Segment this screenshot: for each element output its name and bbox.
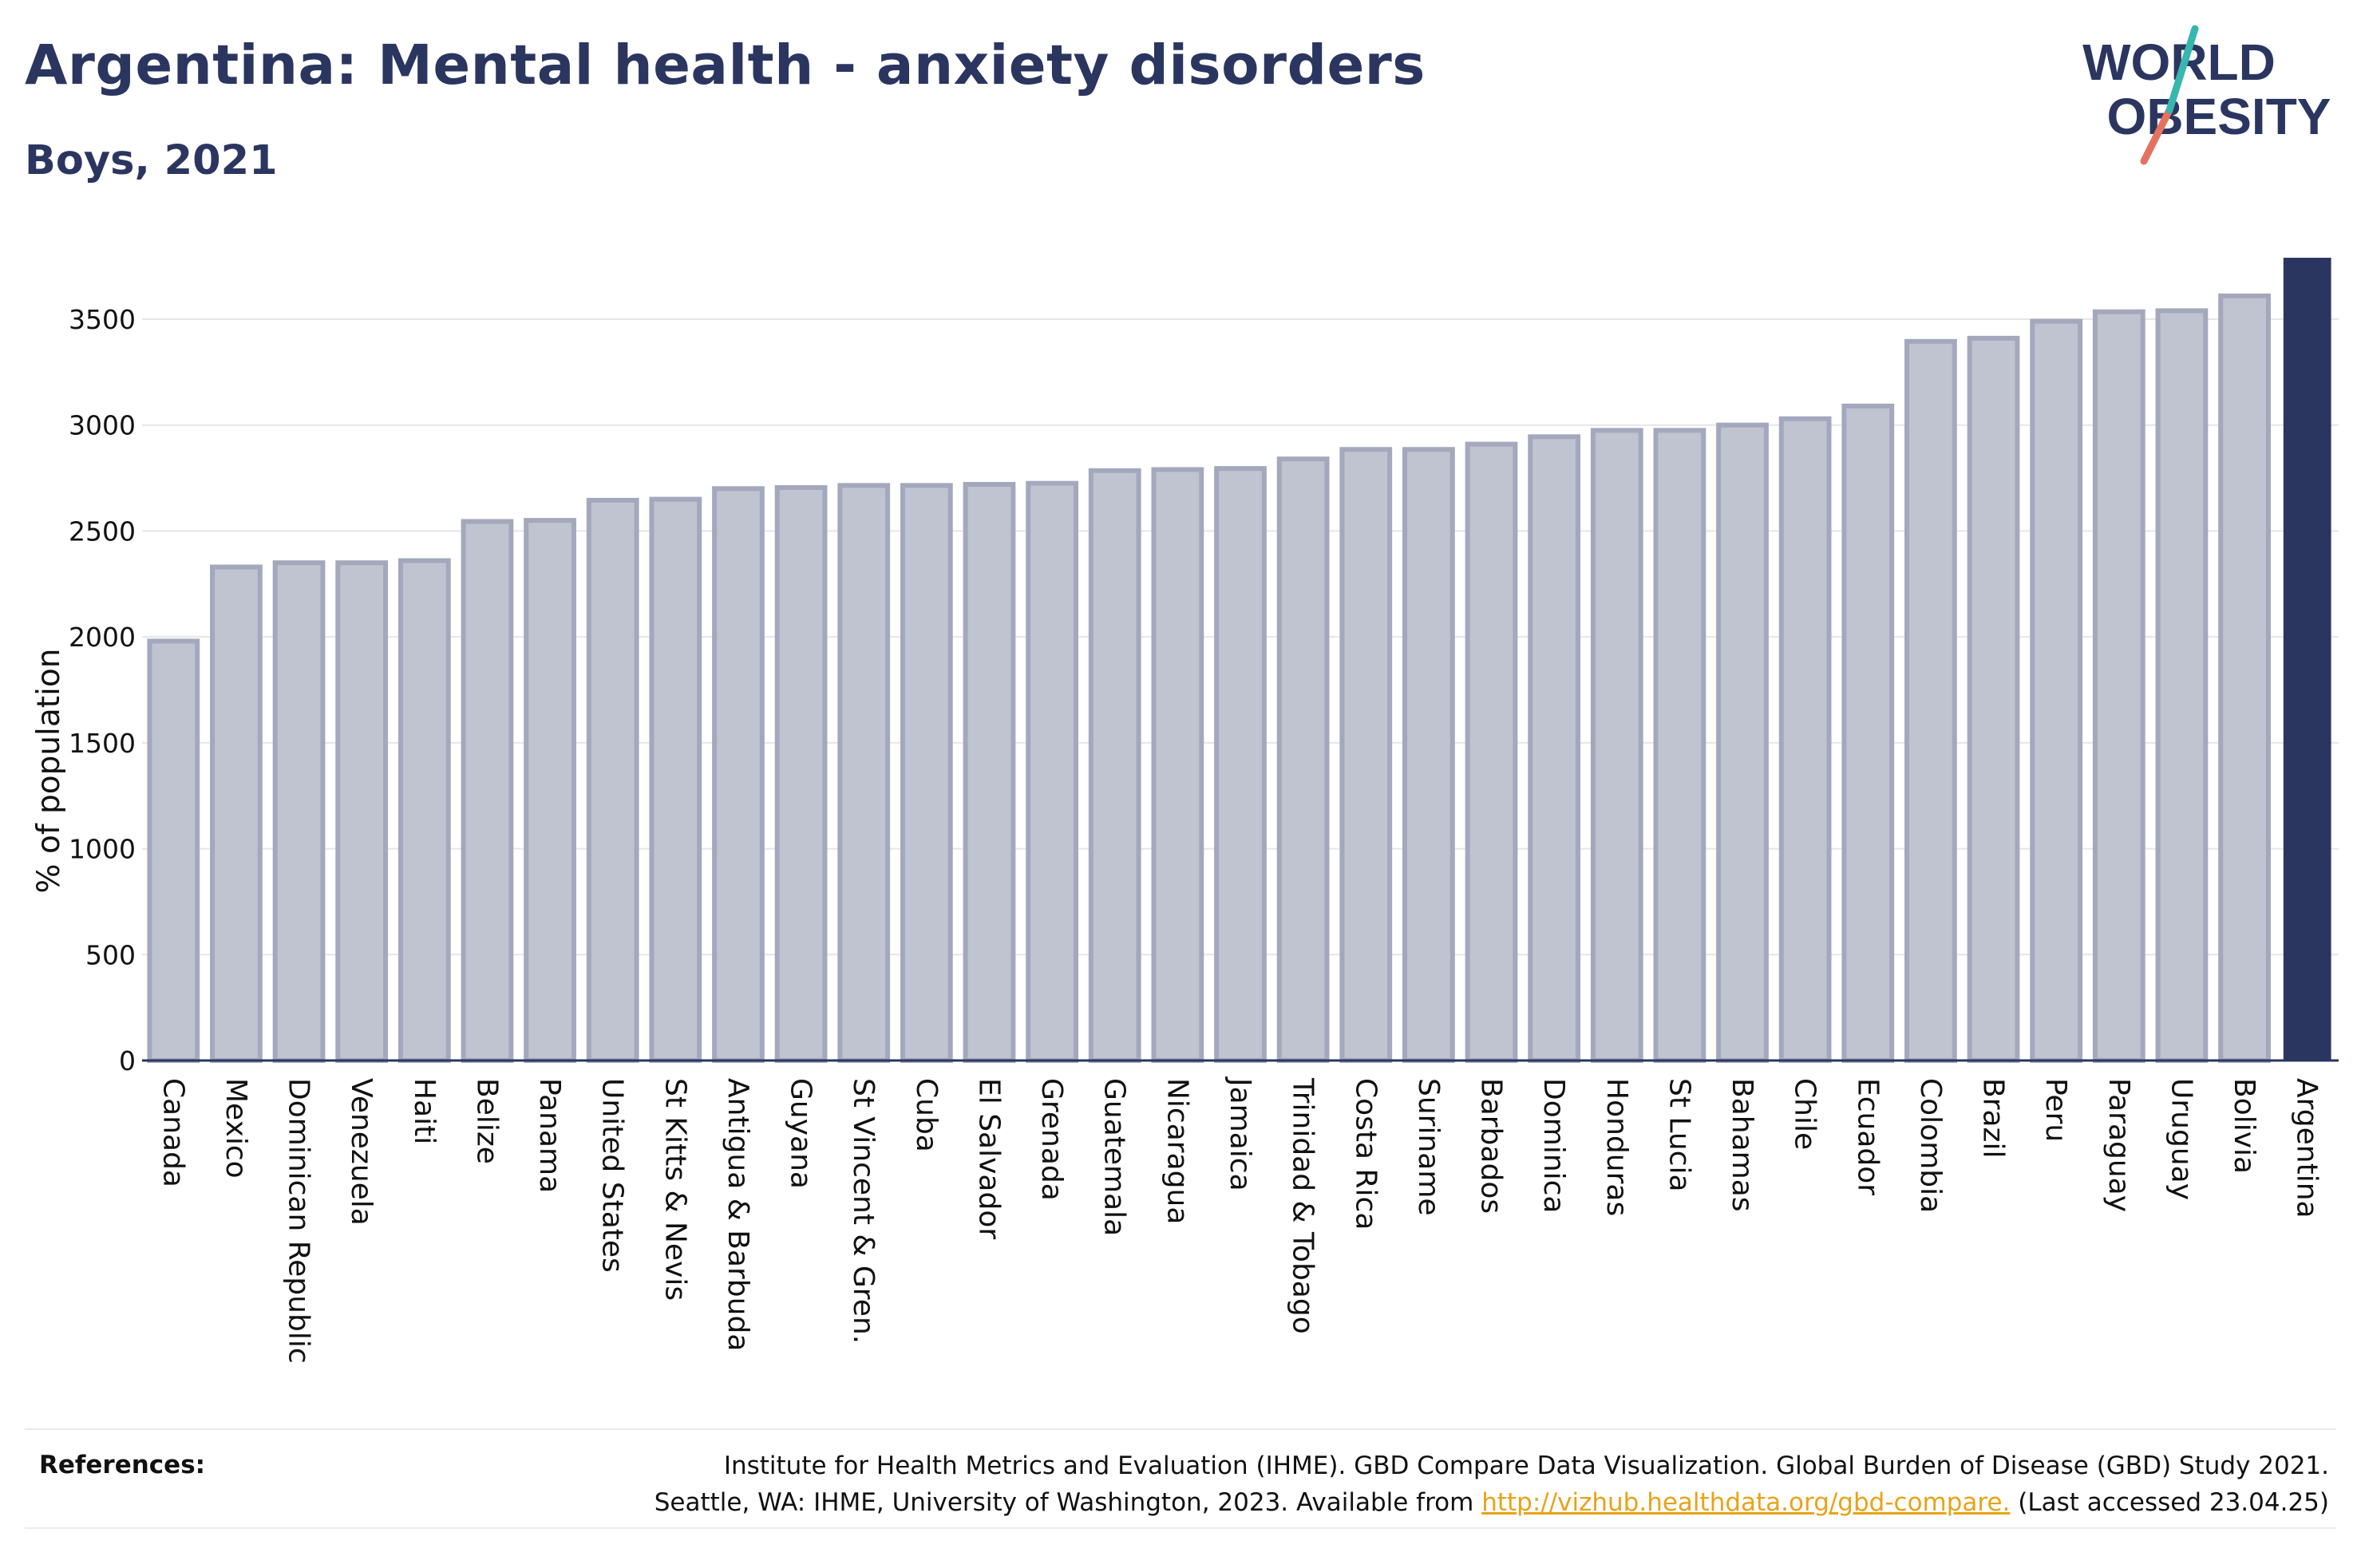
bar: [1716, 422, 1769, 1063]
references-link[interactable]: http://vizhub.healthdata.org/gbd-compare…: [1481, 1488, 2011, 1517]
bar: [1653, 428, 1706, 1063]
x-tick-label: Honduras: [1600, 1078, 1633, 1216]
y-tick-label: 2500: [69, 515, 136, 547]
x-tick-label: Mexico: [219, 1078, 252, 1179]
bar: [1528, 434, 1581, 1063]
x-tick-label: Colombia: [1914, 1078, 1947, 1213]
bar: [1465, 441, 1518, 1063]
logo-slash-coral: [2140, 106, 2173, 165]
bar: [900, 483, 953, 1063]
y-tick-label: 3000: [69, 410, 136, 441]
references-divider-bottom: [25, 1527, 2336, 1529]
y-tick-label: 2000: [69, 622, 136, 653]
bar: [774, 484, 828, 1063]
bar: [963, 482, 1016, 1063]
bar: [1276, 456, 1330, 1063]
bar: [2155, 308, 2209, 1063]
x-tick-label: Peru: [2039, 1078, 2072, 1142]
logo-line-2: OBESITY: [2107, 88, 2331, 145]
bar: [2030, 318, 2083, 1063]
x-tick-label: Guatemala: [1098, 1078, 1131, 1236]
x-tick-label: Grenada: [1035, 1078, 1068, 1201]
bar-chart: 0 500 1000 1500 2000 2500 3000 3500 % of populat…: [31, 258, 2339, 1364]
x-tick-label: St Kitts & Nevis: [658, 1078, 691, 1301]
y-tick-label: 500: [85, 939, 136, 970]
x-tick-label: St Lucia: [1663, 1078, 1695, 1192]
y-tick-label: 3500: [69, 304, 136, 335]
x-tick-label: Canada: [156, 1078, 189, 1187]
references-line-1: Institute for Health Metrics and Evaluat…: [723, 1451, 2329, 1480]
chart-subtitle: Boys, 2021: [25, 137, 278, 184]
bar: [2092, 309, 2145, 1063]
references-divider-top: [25, 1428, 2336, 1430]
x-tick-label: Venezuela: [345, 1078, 378, 1226]
x-tick-label: Costa Rica: [1349, 1078, 1382, 1230]
bar: [2218, 293, 2271, 1063]
world-obesity-logo: WORLD OBESITY: [2075, 18, 2347, 177]
references-line-2-prefix: Seattle, WA: IHME, University of Washing…: [654, 1488, 1474, 1517]
bar: [147, 638, 200, 1063]
x-tick-label: Ecuador: [1851, 1078, 1884, 1195]
world-obesity-logo-graphic: WORLD OBESITY: [2082, 25, 2331, 165]
x-tick-label: Bahamas: [1726, 1078, 1758, 1212]
bar: [1967, 335, 2020, 1064]
x-tick-label: Jamaica: [1224, 1076, 1256, 1191]
x-tick-label: El Salvador: [972, 1078, 1005, 1239]
bar: [1590, 428, 1643, 1063]
references-label: References:: [39, 1451, 206, 1479]
bar: [712, 486, 765, 1063]
y-tick-label: 1500: [69, 728, 136, 759]
x-tick-label: Haiti: [408, 1078, 441, 1144]
bar: [524, 518, 576, 1063]
bar: [586, 497, 639, 1063]
bar: [1778, 416, 1832, 1063]
bar: [1214, 466, 1267, 1063]
x-tick-label: Argentina: [2291, 1078, 2323, 1218]
references-line-2-suffix: (Last accessed 23.04.25): [2018, 1488, 2329, 1517]
y-tick-label: 1000: [69, 834, 136, 865]
bar: [837, 483, 891, 1063]
x-tick-label: Nicaragua: [1161, 1078, 1193, 1224]
bar: [335, 560, 389, 1063]
bar: [1841, 403, 1895, 1063]
bar: [649, 496, 702, 1063]
x-tick-label: United States: [596, 1078, 629, 1273]
bar: [461, 519, 514, 1063]
bar: [1088, 468, 1141, 1063]
x-tick-label: Panama: [533, 1078, 566, 1193]
bar: [1339, 447, 1393, 1063]
x-tick-label: Dominican Republic: [283, 1078, 315, 1364]
bar: [1402, 447, 1455, 1063]
x-tick-label: Chile: [1789, 1078, 1821, 1150]
x-tick-label: Brazil: [1977, 1078, 2010, 1158]
bar: [1904, 338, 1957, 1063]
y-axis-label: % of population: [31, 649, 67, 894]
x-tick-label: St Vincent & Gren.: [847, 1078, 880, 1344]
x-tick-label: Cuba: [910, 1078, 943, 1152]
x-tick-label: Paraguay: [2102, 1078, 2135, 1212]
y-tick-label: 0: [119, 1045, 136, 1076]
bar: [397, 558, 451, 1063]
logo-slash-teal: [2165, 25, 2199, 114]
x-tick-label: Antigua & Barbuda: [722, 1078, 754, 1351]
x-tick-label: Barbados: [1475, 1078, 1508, 1214]
bar: [1151, 467, 1204, 1063]
x-tick-label: Dominica: [1537, 1078, 1570, 1214]
chart-title: Argentina: Mental health - anxiety disor…: [25, 34, 1426, 97]
bar: [1026, 480, 1078, 1063]
references-text: Institute for Health Metrics and Evaluat…: [493, 1448, 2329, 1521]
x-tick-label: Uruguay: [2165, 1078, 2197, 1200]
x-tick-label: Belize: [470, 1078, 503, 1164]
x-tick-label: Bolivia: [2228, 1078, 2260, 1174]
bar: [210, 564, 263, 1063]
x-tick-label: Guyana: [785, 1078, 817, 1189]
bar-highlight: [2283, 258, 2331, 1060]
x-tick-label: Suriname: [1412, 1078, 1445, 1216]
bar: [272, 560, 326, 1063]
x-tick-label: Trinidad & Tobago: [1287, 1077, 1319, 1334]
references-line-2: Seattle, WA: IHME, University of Washing…: [493, 1484, 2329, 1521]
